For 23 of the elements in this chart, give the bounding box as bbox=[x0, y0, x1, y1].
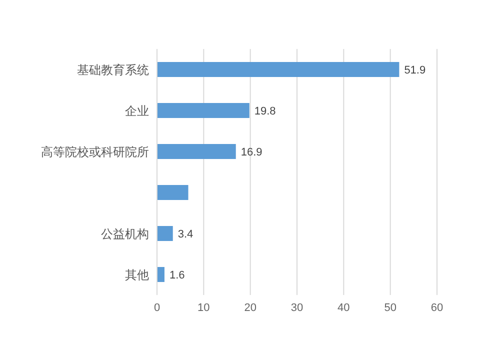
bar bbox=[157, 62, 400, 77]
x-tick-label: 50 bbox=[384, 302, 396, 314]
y-tick-label: 高等院校或科研院所 bbox=[41, 144, 149, 159]
x-tick-label: 60 bbox=[430, 302, 444, 314]
x-tick-label: 0 bbox=[154, 302, 160, 314]
bar bbox=[157, 144, 236, 159]
data-label: 1.6 bbox=[169, 269, 185, 282]
y-tick-label: 公益机构 bbox=[101, 226, 149, 241]
bar bbox=[157, 267, 164, 282]
bar bbox=[157, 226, 173, 241]
x-tick-label: 30 bbox=[290, 302, 304, 314]
data-label: 16.9 bbox=[240, 146, 262, 158]
data-label: 51.9 bbox=[404, 64, 426, 76]
x-tick-label: 20 bbox=[244, 302, 256, 314]
x-tick-label: 10 bbox=[198, 302, 210, 314]
bar bbox=[157, 103, 250, 118]
y-tick-label: 其他 bbox=[125, 268, 149, 282]
y-tick-label: 企业 bbox=[125, 104, 149, 118]
data-label: 19.8 bbox=[254, 105, 276, 118]
bar bbox=[157, 185, 188, 200]
data-label: 3.4 bbox=[178, 228, 194, 240]
x-tick-label: 40 bbox=[338, 302, 350, 314]
y-tick-label: 基础教育系统 bbox=[77, 62, 149, 77]
